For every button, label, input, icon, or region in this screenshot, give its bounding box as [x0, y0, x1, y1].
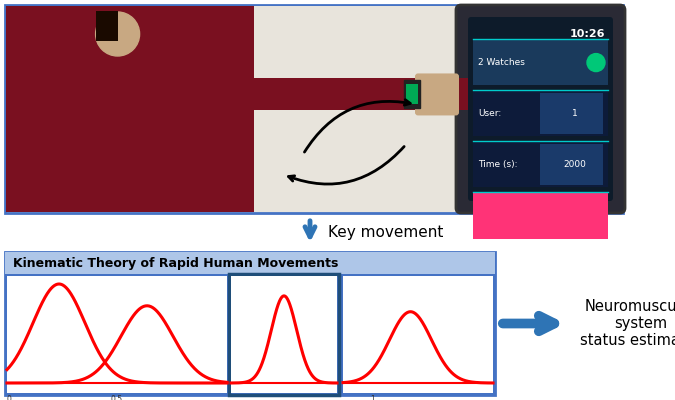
FancyBboxPatch shape [80, 78, 477, 110]
Bar [473, 91, 608, 136]
FancyBboxPatch shape [96, 11, 117, 41]
FancyBboxPatch shape [456, 5, 625, 213]
Bar [343, 276, 493, 393]
Bar [473, 142, 608, 188]
Bar [231, 276, 337, 393]
FancyBboxPatch shape [406, 84, 418, 104]
FancyBboxPatch shape [5, 5, 623, 213]
Text: Time (s):: Time (s): [478, 160, 518, 169]
Text: Key movement: Key movement [328, 224, 443, 240]
Text: Neuromuscular
system
status estimator: Neuromuscular system status estimator [580, 298, 675, 348]
Text: Kinematic Theory of Rapid Human Movements: Kinematic Theory of Rapid Human Movement… [13, 256, 338, 270]
Text: 2000: 2000 [564, 160, 587, 169]
FancyBboxPatch shape [415, 74, 459, 116]
Bar [5, 252, 495, 274]
FancyBboxPatch shape [468, 17, 613, 201]
FancyBboxPatch shape [404, 80, 420, 108]
Bar [473, 40, 608, 85]
FancyBboxPatch shape [229, 274, 339, 395]
Text: User:: User: [478, 109, 502, 118]
FancyBboxPatch shape [6, 6, 254, 212]
Text: 0: 0 [7, 395, 11, 400]
Bar [6, 6, 457, 212]
Text: 2 Watches: 2 Watches [478, 58, 525, 67]
Text: 10:26: 10:26 [570, 29, 605, 39]
Bar [540, 144, 603, 186]
Text: 1: 1 [371, 395, 375, 400]
Text: 0.5: 0.5 [111, 395, 123, 400]
Circle shape [96, 12, 140, 56]
Text: 1: 1 [572, 109, 578, 118]
FancyBboxPatch shape [5, 252, 495, 395]
Circle shape [587, 54, 605, 72]
Bar [7, 276, 227, 393]
Bar [540, 93, 603, 134]
Bar [473, 194, 608, 238]
